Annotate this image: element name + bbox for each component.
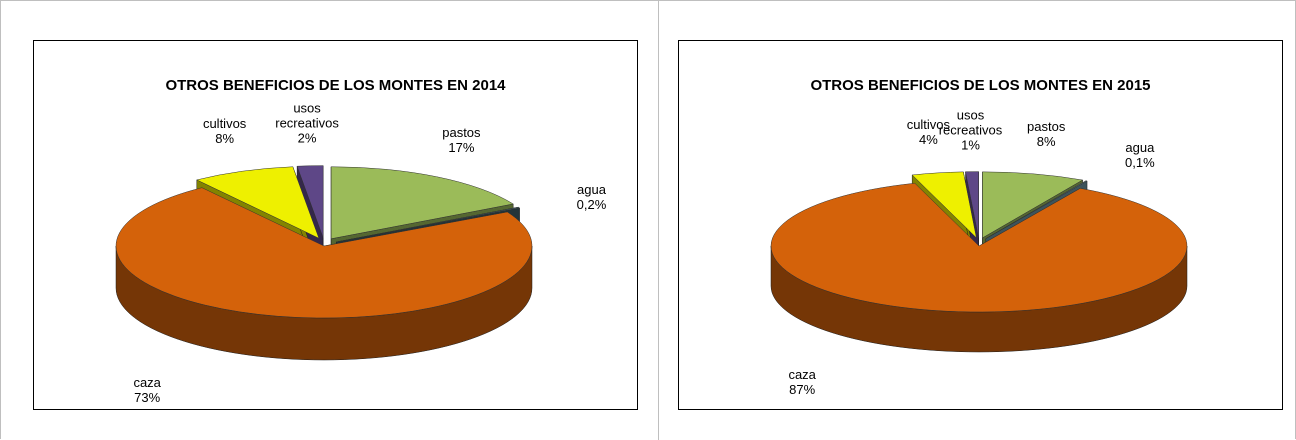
slice-label: pastos 17% bbox=[416, 125, 506, 155]
pie-plot bbox=[770, 171, 1188, 353]
slice bbox=[336, 206, 521, 243]
category-name: pastos bbox=[442, 124, 481, 140]
category-name: cultivos bbox=[202, 116, 247, 132]
slice bbox=[770, 182, 1188, 313]
category-name: caza bbox=[788, 367, 816, 382]
value-label: 0,2% bbox=[576, 196, 607, 212]
category-name: pastos bbox=[1027, 118, 1066, 134]
pie-plot bbox=[115, 165, 533, 361]
slice bbox=[982, 171, 1084, 239]
value-label: 4% bbox=[918, 132, 938, 148]
chart-title: OTROS BENEFICIOS DE LOS MONTES EN 2014 bbox=[165, 77, 506, 94]
value-label: 8% bbox=[215, 131, 235, 147]
slice-label: cultivos 4% bbox=[883, 117, 973, 147]
value-label: 1% bbox=[961, 137, 980, 153]
slice bbox=[296, 165, 324, 238]
category-name: caza bbox=[133, 375, 161, 390]
slice-label: pastos 8% bbox=[1001, 119, 1091, 149]
slice-label: caza 73% bbox=[102, 375, 192, 405]
value-label: 0,1% bbox=[1125, 154, 1155, 170]
slice bbox=[330, 166, 514, 240]
chart-title: OTROS BENEFICIOS DE LOS MONTES EN 2015 bbox=[810, 77, 1151, 94]
slice bbox=[985, 180, 1088, 239]
slice-label: usos recreativos 1% bbox=[926, 108, 1016, 153]
chart-box: OTROS BENEFICIOS DE LOS MONTES EN 2014 pa… bbox=[33, 40, 638, 410]
slice-label: agua 0,1% bbox=[1095, 140, 1185, 170]
slice-label: usos recreativos 2% bbox=[262, 100, 352, 145]
slice bbox=[965, 171, 979, 238]
value-label: 8% bbox=[1036, 133, 1056, 149]
category-name: agua bbox=[1125, 139, 1155, 155]
slice-label: agua 0,2% bbox=[546, 182, 636, 212]
slice bbox=[196, 166, 320, 239]
divider bbox=[658, 0, 659, 440]
value-label: 17% bbox=[448, 139, 475, 155]
slice-label: caza 87% bbox=[757, 367, 847, 397]
chart-box: OTROS BENEFICIOS DE LOS MONTES EN 2015 pa… bbox=[678, 40, 1283, 410]
slice bbox=[911, 171, 977, 239]
category-name: cultivos bbox=[906, 117, 951, 133]
slice-label: cultivos 8% bbox=[180, 116, 270, 146]
value-label: 87% bbox=[789, 382, 816, 397]
value-label: 73% bbox=[134, 390, 161, 405]
value-label: 2% bbox=[297, 130, 317, 146]
category-name: agua bbox=[577, 181, 606, 197]
category-name: usos recreativos bbox=[938, 107, 1003, 138]
category-name: usos recreativos bbox=[275, 100, 339, 131]
slice bbox=[115, 187, 533, 319]
